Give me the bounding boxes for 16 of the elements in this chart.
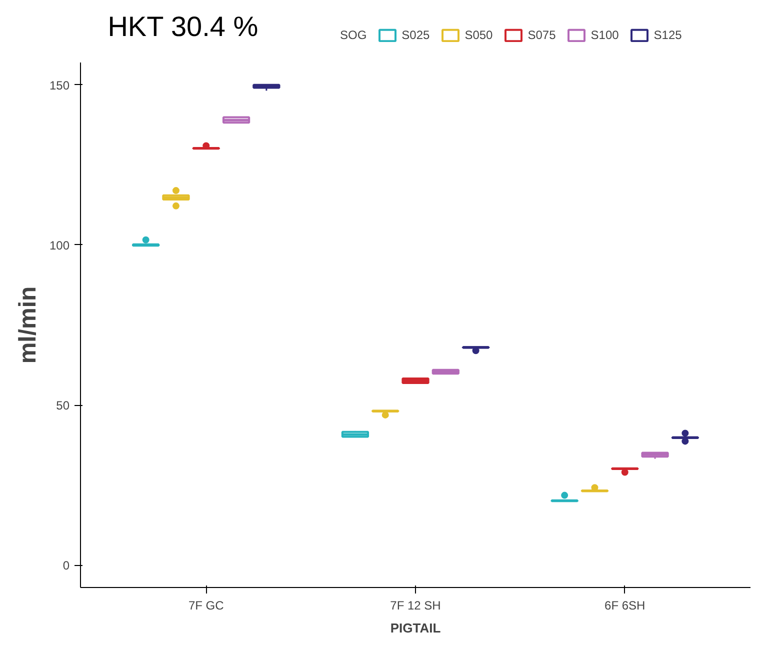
y-tick-label: 100	[49, 238, 70, 252]
legend-label: S125	[654, 28, 682, 42]
x-axis-title: PIGTAIL	[390, 620, 441, 636]
y-tick-label: 150	[49, 78, 70, 92]
x-tick-label: 6F 6SH	[604, 598, 646, 612]
legend-label: S100	[590, 28, 619, 42]
y-tick-label: 0	[62, 558, 70, 573]
legend-title: SOG	[340, 28, 367, 42]
legend-label: S075	[528, 28, 556, 42]
x-tick-label: 7F GC	[188, 598, 224, 612]
chart-title: HKT 30.4 %	[108, 11, 258, 42]
legend-label: S050	[464, 28, 493, 42]
legend-label: S025	[402, 28, 430, 42]
y-axis-title: ml/min	[14, 286, 42, 364]
x-tick-label: 7F 12 SH	[390, 598, 441, 612]
y-tick-label: 50	[56, 398, 70, 413]
